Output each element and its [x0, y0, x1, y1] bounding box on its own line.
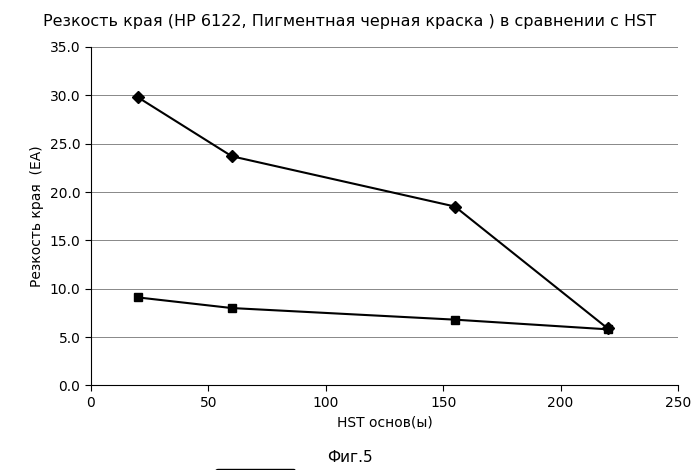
- –0.5 gsm CaCl2: [134, 295, 142, 300]
- Нет
соли: [228, 153, 236, 159]
- Нет
соли: [134, 94, 142, 100]
- –0.5 gsm CaCl2: [451, 317, 459, 322]
- X-axis label: HST основ(ы): HST основ(ы): [337, 415, 432, 430]
- Line: –0.5 gsm CaCl2: –0.5 gsm CaCl2: [134, 293, 612, 334]
- –0.5 gsm CaCl2: [603, 327, 612, 332]
- Text: Резкость края (HP 6122, Пигментная черная краска ) в сравнении с HST: Резкость края (HP 6122, Пигментная черна…: [43, 14, 656, 29]
- Line: Нет
соли: Нет соли: [134, 93, 612, 332]
- Text: Фиг.5: Фиг.5: [326, 450, 373, 465]
- Нет
соли: [603, 326, 612, 331]
- –0.5 gsm CaCl2: [228, 305, 236, 311]
- Y-axis label: Резкость края  (ЕА): Резкость края (ЕА): [30, 145, 44, 287]
- Нет
соли: [451, 204, 459, 209]
